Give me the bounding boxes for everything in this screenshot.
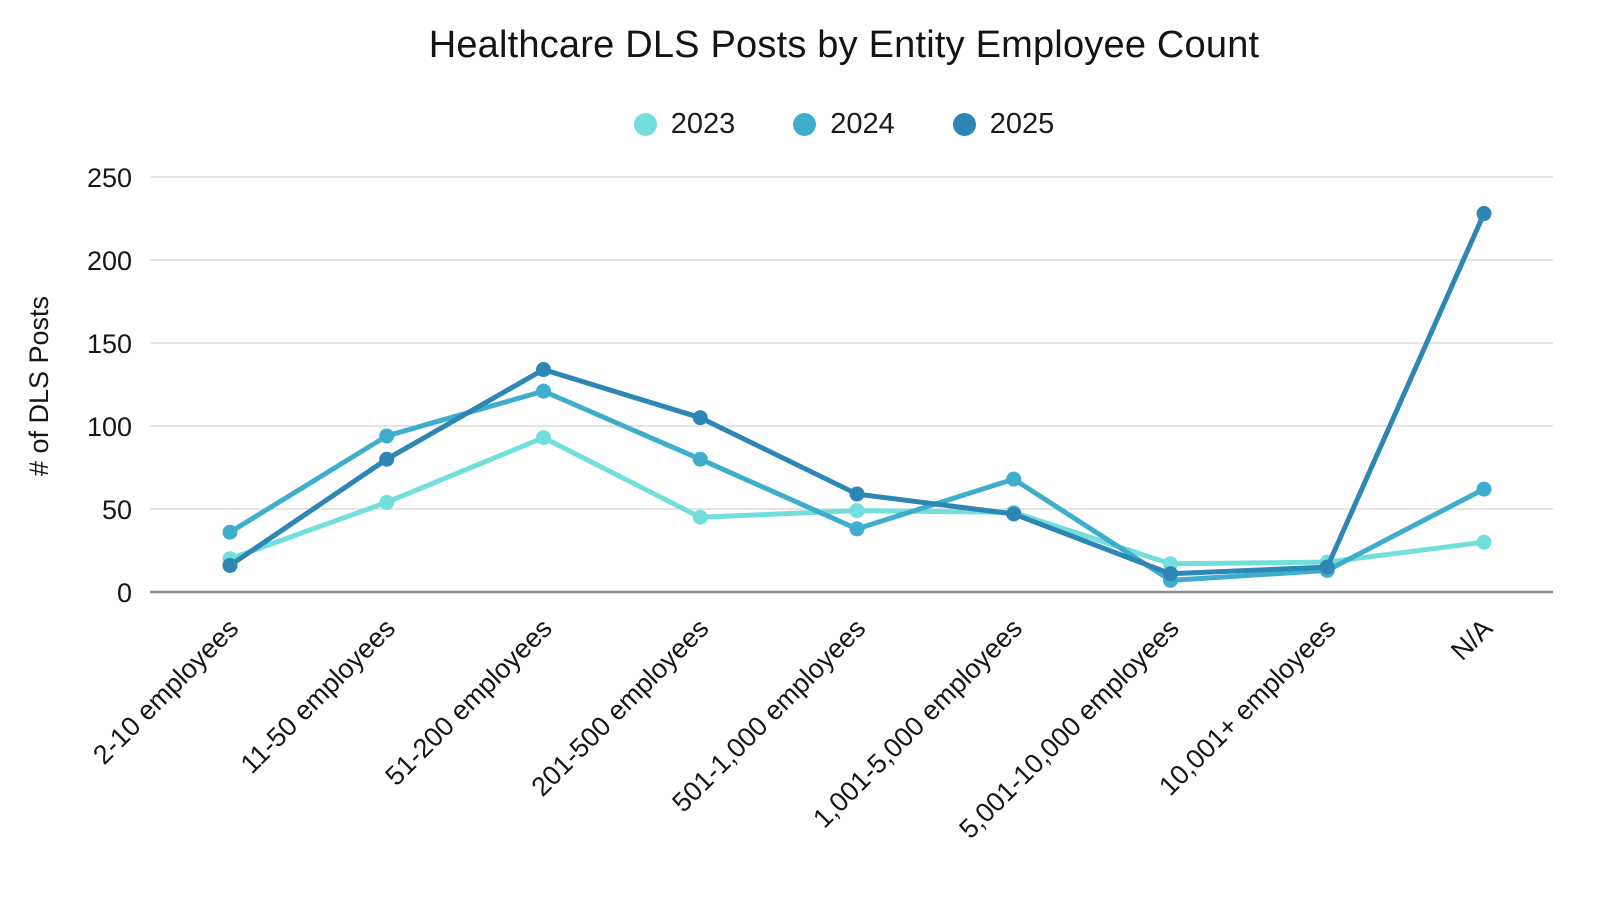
data-point-2025-5[interactable]	[1006, 506, 1022, 522]
data-point-2025-2[interactable]	[536, 362, 551, 378]
data-point-2023-2[interactable]	[536, 430, 551, 446]
data-point-2025-7[interactable]	[1319, 559, 1335, 575]
x-tick-label: 51-200 employees	[379, 613, 557, 791]
data-point-2025-6[interactable]	[1163, 566, 1178, 582]
data-point-2024-2[interactable]	[536, 383, 551, 399]
series-line-2025	[227, 211, 1487, 577]
data-point-2023-4[interactable]	[849, 503, 865, 519]
data-point-2025-3[interactable]	[692, 410, 708, 426]
data-point-2025-4[interactable]	[849, 486, 865, 502]
y-tick-label: 250	[87, 163, 132, 193]
y-tick-label: 50	[102, 495, 132, 525]
series-line-2024	[227, 388, 1487, 583]
data-point-2025-1[interactable]	[379, 451, 395, 467]
legend-swatch-icon	[633, 113, 657, 136]
x-tick-label: 201-500 employees	[526, 613, 715, 802]
data-point-2024-8[interactable]	[1476, 481, 1492, 497]
line-chart-canvas: 0 50 100 150 200 250 # of DLS Posts 2-10 employ…	[24, 163, 1553, 844]
data-point-2023-3[interactable]	[692, 509, 708, 525]
x-tick-label: 2-10 employees	[87, 613, 244, 770]
data-point-2024-0[interactable]	[222, 524, 238, 540]
legend-label: 2024	[830, 108, 895, 140]
data-point-2024-4[interactable]	[849, 521, 865, 537]
data-point-2025-0[interactable]	[222, 557, 238, 573]
x-tick-label: N/A	[1445, 613, 1498, 666]
y-tick-label: 200	[87, 246, 132, 276]
y-tick-label: 0	[117, 578, 132, 608]
legend-swatch-icon	[793, 113, 817, 136]
legend-item-2025[interactable]: 2025	[952, 108, 1055, 141]
x-tick-label: 10,001+ employees	[1153, 613, 1341, 801]
y-axis-title: # of DLS Posts	[24, 296, 54, 476]
data-point-2024-1[interactable]	[379, 428, 395, 444]
data-point-2025-8[interactable]	[1476, 206, 1492, 222]
data-point-2023-1[interactable]	[379, 494, 395, 510]
legend-label: 2025	[989, 108, 1055, 140]
chart-title: Healthcare DLS Posts by Entity Employee …	[428, 24, 1260, 66]
data-point-2024-3[interactable]	[692, 451, 708, 467]
legend-item-2024[interactable]: 2024	[793, 108, 895, 141]
legend-item-2023[interactable]: 2023	[633, 108, 736, 141]
x-tick-label: 11-50 employees	[235, 613, 401, 779]
legend-label: 2023	[670, 108, 736, 140]
data-point-2024-5[interactable]	[1006, 471, 1022, 487]
legend-swatch-icon	[952, 113, 976, 136]
legend: 2023 2024 2025	[88, 108, 1600, 141]
y-tick-label: 150	[87, 329, 132, 359]
data-point-2023-8[interactable]	[1476, 534, 1492, 550]
y-tick-label: 100	[87, 412, 132, 442]
